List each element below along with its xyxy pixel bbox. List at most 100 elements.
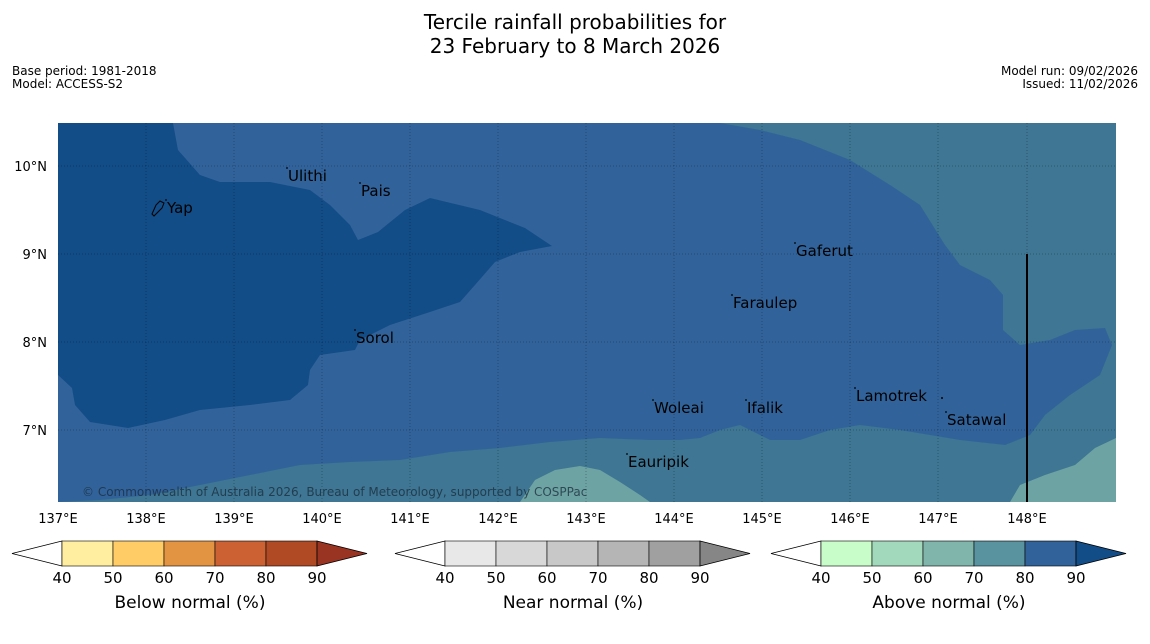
colorbar-segment <box>648 540 701 567</box>
place-label: Gaferut <box>796 242 853 260</box>
colorbar-segment <box>265 540 318 567</box>
colorbar-tick-label: 90 <box>307 569 326 587</box>
colorbar-tick-label: 60 <box>154 569 173 587</box>
colorbar-title-near: Near normal (%) <box>502 593 644 613</box>
colorbar-tick-label: 80 <box>1015 569 1034 587</box>
copyright-notice: © Commonwealth of Australia 2026, Bureau… <box>82 485 587 499</box>
yap-island-outline <box>151 200 165 217</box>
place-marker <box>745 399 747 401</box>
meta-right: Model run: 09/02/2026 Issued: 11/02/2026 <box>1001 65 1138 91</box>
latitude-label: 8°N <box>23 336 48 351</box>
colorbar-title-above: Above normal (%) <box>872 593 1026 613</box>
longitude-label: 141°E <box>390 512 430 527</box>
colorbar-tick-label: 60 <box>537 569 556 587</box>
longitude-label: 144°E <box>654 512 694 527</box>
place-label: Lamotrek <box>856 387 927 405</box>
colorbar-tick-label: 70 <box>964 569 983 587</box>
place-marker <box>359 182 361 184</box>
colorbar: 40 50 60 70 80 90 <box>394 540 751 587</box>
place-marker <box>794 242 796 244</box>
colorbar: 40 50 60 70 80 90 <box>11 540 368 587</box>
place-marker <box>945 411 947 413</box>
colorbar-segment <box>597 540 650 567</box>
colorbar-segment <box>1024 540 1077 567</box>
longitude-label: 148°E <box>1007 512 1047 527</box>
longitude-label: 143°E <box>566 512 606 527</box>
longitude-label: 140°E <box>302 512 342 527</box>
longitude-label: 145°E <box>742 512 782 527</box>
region-light-teal-corner <box>1010 438 1116 502</box>
region-darkest-blue <box>58 123 552 428</box>
colorbar-tick-label: 70 <box>205 569 224 587</box>
colorbar-title-below: Below normal (%) <box>114 593 266 613</box>
longitude-label: 139°E <box>214 512 254 527</box>
longitude-label: 147°E <box>918 512 958 527</box>
colorbar-segment <box>922 540 975 567</box>
longitude-label: 137°E <box>38 512 78 527</box>
colorbar-tick-label: 40 <box>811 569 830 587</box>
place-label: Eauripik <box>628 453 689 471</box>
colorbar-segment <box>61 540 114 567</box>
colorbar-extend-low <box>394 540 446 567</box>
colorbars: 40 50 60 70 80 90 40 50 60 70 80 90 40 50 60 70 80 90 <box>11 540 1127 587</box>
region-light-teal-bottom <box>520 466 650 502</box>
colorbar-segment <box>820 540 873 567</box>
colorbar-tick-label: 90 <box>690 569 709 587</box>
model-run: Model run: 09/02/2026 <box>1000 64 1138 78</box>
longitude-label: 142°E <box>478 512 518 527</box>
map-area <box>58 123 1116 502</box>
colorbar-segment <box>214 540 267 567</box>
meta-left: Base period: 1981-2018 Model: ACCESS-S2 <box>12 65 157 91</box>
colorbar-segment <box>871 540 924 567</box>
colorbar-segment <box>546 540 599 567</box>
place-label: Yap <box>166 199 193 217</box>
latitude-label: 7°N <box>23 424 48 439</box>
place-marker <box>854 387 856 389</box>
longitude-labels: 137°E 138°E 139°E 140°E 141°E 142°E 143°E 144°E… <box>38 512 1047 527</box>
colorbar-extend-high <box>316 540 368 567</box>
colorbar: 40 50 60 70 80 90 <box>770 540 1127 587</box>
title-line-1: Tercile rainfall probabilities for <box>423 10 727 34</box>
colorbar-segment <box>973 540 1026 567</box>
colorbar-tick-label: 40 <box>52 569 71 587</box>
colorbar-segment <box>112 540 165 567</box>
latitude-label: 9°N <box>23 248 48 263</box>
place-label: Satawal <box>947 411 1006 429</box>
colorbar-extend-low <box>11 540 63 567</box>
colorbar-tick-label: 80 <box>256 569 275 587</box>
colorbar-tick-label: 60 <box>913 569 932 587</box>
graticule <box>58 123 1116 502</box>
colorbar-segment <box>163 540 216 567</box>
colorbar-tick-label: 50 <box>862 569 881 587</box>
place-label: Faraulep <box>733 294 797 312</box>
place-label: Ifalik <box>747 399 783 417</box>
latitude-labels: 10°N 9°N 8°N 7°N <box>14 160 47 439</box>
colorbar-tick-label: 70 <box>588 569 607 587</box>
longitude-label: 138°E <box>126 512 166 527</box>
colorbar-segment <box>444 540 497 567</box>
colorbar-tick-label: 80 <box>639 569 658 587</box>
place-marker <box>652 399 654 401</box>
issued-date: Issued: 11/02/2026 <box>1022 77 1138 91</box>
colorbar-extend-high <box>1075 540 1127 567</box>
colorbar-segment <box>495 540 548 567</box>
colorbar-tick-label: 90 <box>1066 569 1085 587</box>
place-marker <box>286 167 288 169</box>
base-period: Base period: 1981-2018 <box>12 64 157 78</box>
longitude-label: 146°E <box>830 512 870 527</box>
place-marker <box>354 329 356 331</box>
colorbar-tick-label: 50 <box>103 569 122 587</box>
colorbar-extend-low <box>770 540 822 567</box>
place-label: Pais <box>361 182 391 200</box>
title-line-2: 23 February to 8 March 2026 <box>429 34 721 58</box>
island-dot <box>941 397 943 399</box>
model-name: Model: ACCESS-S2 <box>12 77 124 91</box>
colorbar-tick-label: 40 <box>435 569 454 587</box>
place-label: Woleai <box>654 399 704 417</box>
latitude-label: 10°N <box>14 160 47 175</box>
place-label: Ulithi <box>288 167 327 185</box>
place-label: Sorol <box>356 329 394 347</box>
place-labels: Ulithi Pais Yap Gaferut Faraulep Sorol Woleai I… <box>165 167 1006 471</box>
place-marker <box>731 294 733 296</box>
